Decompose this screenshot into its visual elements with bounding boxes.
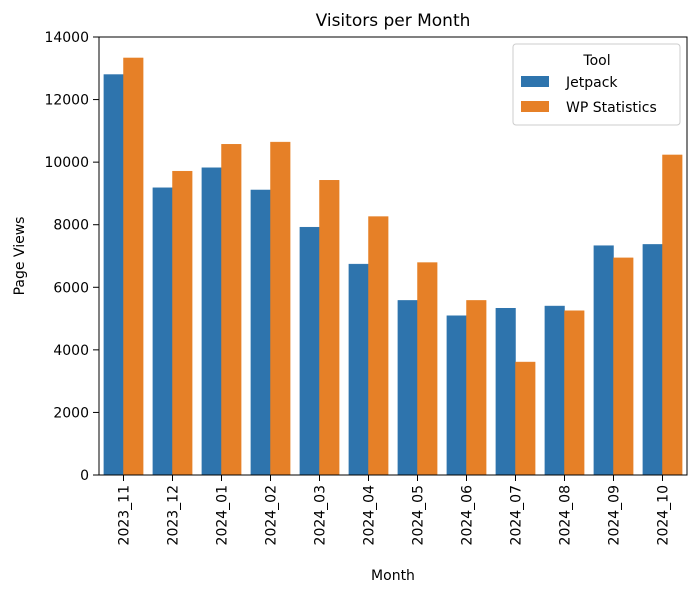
y-axis: 0 2000 4000 6000 8000 10000 12000 14000 [44, 30, 99, 484]
bar-wp-statistics-2024_10 [662, 154, 683, 476]
bar-jetpack-2024_05 [397, 300, 418, 476]
bar-jetpack-2024_04 [348, 263, 369, 476]
bar-jetpack-2024_02 [250, 189, 271, 476]
x-axis-title: Month [371, 568, 415, 584]
x-tick-label: 2024_05 [411, 485, 427, 545]
bar-jetpack-2024_01 [201, 167, 222, 476]
bar-wp-statistics-2024_03 [319, 180, 340, 476]
x-tick-label: 2024_07 [509, 485, 525, 545]
x-tick-label: 2024_08 [558, 485, 574, 545]
x-tick-label: 2024_04 [362, 485, 378, 546]
x-tick-label: 2023_12 [166, 485, 182, 545]
y-tick-label: 10000 [44, 155, 89, 171]
y-tick-label: 0 [80, 468, 89, 484]
x-tick-label: 2024_06 [460, 485, 476, 546]
bar-wp-statistics-2024_01 [221, 144, 242, 476]
legend-title: Tool [582, 53, 610, 69]
legend-label-wp-statistics: WP Statistics [566, 100, 657, 116]
legend-label-jetpack: Jetpack [565, 75, 618, 91]
bar-jetpack-2024_06 [446, 315, 467, 476]
bar-jetpack-2023_12 [152, 187, 173, 476]
x-tick-label: 2024_09 [607, 485, 623, 545]
bars-group [103, 57, 683, 476]
bar-wp-statistics-2024_06 [466, 300, 487, 476]
x-tick-label: 2024_02 [264, 485, 280, 545]
y-axis-title: Page Views [12, 217, 28, 296]
legend-swatch-wp-statistics [521, 101, 549, 112]
bar-wp-statistics-2024_08 [564, 310, 585, 476]
bar-jetpack-2023_11 [103, 74, 124, 476]
bar-wp-statistics-2024_02 [270, 141, 291, 476]
bar-jetpack-2024_08 [544, 305, 565, 476]
x-tick-label: 2023_11 [117, 485, 133, 545]
bar-wp-statistics-2024_04 [368, 216, 389, 476]
bar-jetpack-2024_07 [495, 307, 516, 476]
x-tick-label: 2024_10 [656, 485, 672, 545]
plot-frame [98, 36, 688, 476]
bar-jetpack-2024_09 [593, 245, 614, 476]
y-tick-label: 4000 [53, 343, 89, 359]
y-tick-label: 8000 [53, 218, 89, 234]
legend: Tool Jetpack WP Statistics [512, 43, 681, 126]
legend-frame [512, 43, 681, 126]
bar-wp-statistics-2024_05 [417, 262, 438, 476]
legend-swatch-jetpack [521, 76, 549, 87]
bar-jetpack-2024_03 [299, 226, 320, 476]
x-axis: 2023_11 2023_12 2024_01 2024_02 2024_03 2024_… [117, 475, 672, 545]
x-tick-label: 2024_03 [313, 485, 329, 545]
x-tick-label: 2024_01 [215, 485, 231, 545]
bar-wp-statistics-2024_09 [613, 257, 634, 476]
bar-jetpack-2024_10 [642, 244, 663, 476]
chart-title: Visitors per Month [316, 11, 471, 31]
bar-wp-statistics-2023_12 [172, 170, 193, 476]
bar-wp-statistics-2024_07 [515, 361, 536, 476]
y-tick-label: 6000 [53, 280, 89, 296]
y-tick-label: 14000 [44, 30, 89, 46]
bar-wp-statistics-2023_11 [123, 57, 144, 476]
y-tick-label: 2000 [53, 405, 89, 421]
y-tick-label: 12000 [44, 93, 89, 109]
